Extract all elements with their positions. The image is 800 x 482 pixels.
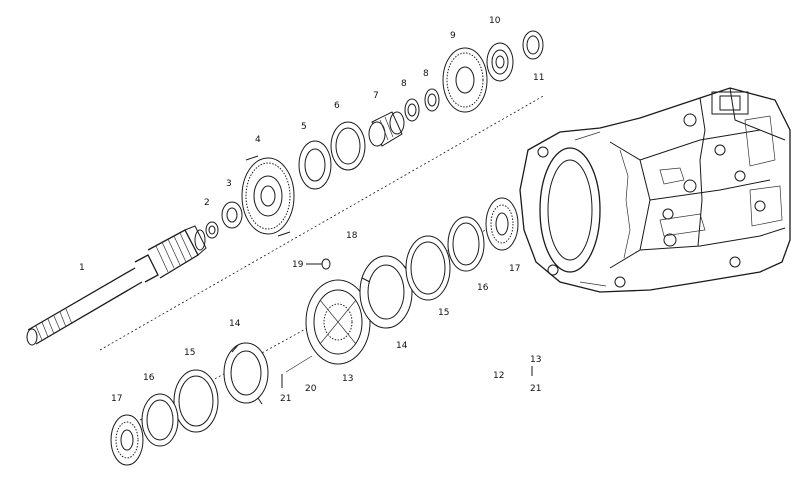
part-7-sleeve bbox=[368, 111, 405, 147]
part-19-bolt bbox=[306, 258, 331, 270]
label-part-2: 2 bbox=[204, 198, 210, 208]
label-part-20: 20 bbox=[305, 384, 317, 394]
label-part-11: 11 bbox=[533, 73, 544, 83]
label-part-14b: 14 bbox=[396, 341, 408, 351]
label-part-8b: 8 bbox=[423, 69, 429, 79]
part-15-ring-right bbox=[405, 235, 451, 301]
part-16-ring-right bbox=[447, 216, 485, 272]
label-part-15b: 15 bbox=[438, 308, 449, 318]
part-15-ring-left bbox=[173, 369, 219, 433]
label-part-5: 5 bbox=[301, 122, 307, 132]
label-part-6: 6 bbox=[334, 101, 340, 111]
transmission-housing bbox=[519, 87, 791, 293]
label-part-18: 18 bbox=[346, 231, 358, 241]
part-11-ring bbox=[522, 30, 544, 60]
part-14-sleeve-right bbox=[359, 255, 413, 329]
label-part-19: 19 bbox=[292, 260, 304, 270]
label-part-8a: 8 bbox=[401, 79, 407, 89]
label-part-10: 10 bbox=[489, 16, 501, 26]
part-6-ring bbox=[330, 121, 366, 171]
part-5-ring bbox=[298, 140, 332, 190]
label-part-15a: 15 bbox=[184, 348, 195, 358]
label-part-4: 4 bbox=[255, 135, 261, 145]
label-part-3: 3 bbox=[226, 179, 232, 189]
part-1-mainshaft bbox=[26, 225, 207, 346]
part-10-bearing bbox=[486, 42, 514, 82]
part-17-bearing-right bbox=[485, 197, 519, 251]
part-4-gear bbox=[241, 155, 295, 237]
label-part-9: 9 bbox=[450, 31, 456, 41]
label-part-21a: 21 bbox=[280, 394, 291, 404]
label-part-21b: 21 bbox=[530, 384, 541, 394]
label-part-1: 1 bbox=[79, 263, 85, 273]
part-21-pin bbox=[281, 366, 533, 388]
label-part-16a: 16 bbox=[143, 373, 155, 383]
label-part-13b: 13 bbox=[530, 355, 541, 365]
label-part-17b: 17 bbox=[509, 264, 520, 274]
part-8-needle-bearing bbox=[404, 88, 440, 122]
label-part-12: 12 bbox=[493, 371, 504, 381]
label-part-17a: 17 bbox=[111, 394, 122, 404]
label-part-7: 7 bbox=[373, 91, 379, 101]
label-part-16b: 16 bbox=[477, 283, 489, 293]
part-9-gear bbox=[442, 47, 488, 113]
label-part-13a: 13 bbox=[342, 374, 353, 384]
part-2-bushing bbox=[205, 221, 219, 239]
part-13-synchro-hub bbox=[305, 279, 371, 365]
part-3-bearing bbox=[221, 201, 243, 229]
part-16-ring-left bbox=[141, 393, 179, 447]
part-14-sleeve-left bbox=[223, 342, 269, 405]
part-17-bearing-left bbox=[110, 414, 144, 466]
part-20-key bbox=[285, 355, 313, 373]
label-part-14a: 14 bbox=[229, 319, 241, 329]
